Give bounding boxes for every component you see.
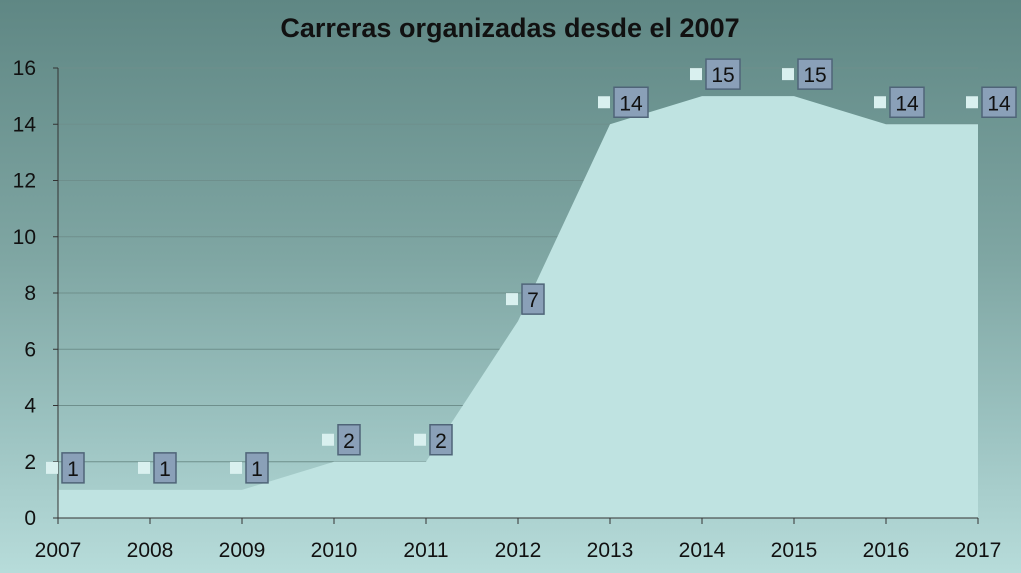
chart-title: Carreras organizadas desde el 2007 bbox=[280, 13, 739, 43]
x-tick-label: 2011 bbox=[403, 539, 448, 562]
data-label-box bbox=[61, 452, 85, 484]
data-label: 1 bbox=[67, 458, 79, 481]
data-marker bbox=[966, 96, 978, 109]
y-tick-label: 2 bbox=[24, 451, 36, 474]
data-label-box bbox=[521, 283, 545, 315]
y-tick-label: 6 bbox=[24, 338, 36, 361]
x-tick-label: 2016 bbox=[863, 539, 910, 562]
x-tick-label: 2008 bbox=[127, 539, 174, 562]
x-tick-label: 2007 bbox=[35, 539, 82, 562]
data-marker bbox=[598, 96, 610, 109]
y-tick-label: 12 bbox=[13, 170, 36, 193]
data-marker bbox=[322, 433, 334, 446]
data-label-box bbox=[613, 86, 649, 118]
data-marker bbox=[230, 461, 242, 474]
y-tick-label: 10 bbox=[13, 226, 36, 249]
x-axis-ticks: 2007 2008 2009 2010 2011 2012 2013 2014 2015 2016… bbox=[35, 518, 1002, 562]
x-tick-label: 2010 bbox=[311, 539, 358, 562]
data-label-box bbox=[337, 424, 361, 456]
y-tick-label: 0 bbox=[24, 507, 36, 530]
x-tick-label: 2009 bbox=[219, 539, 266, 562]
y-tick-label: 16 bbox=[13, 57, 36, 80]
data-marker bbox=[138, 461, 150, 474]
area-fill bbox=[58, 96, 978, 518]
data-label: 14 bbox=[895, 92, 919, 115]
data-label-box bbox=[429, 424, 453, 456]
data-label: 14 bbox=[619, 92, 643, 115]
data-marker bbox=[874, 96, 886, 109]
x-tick-label: 2014 bbox=[679, 539, 726, 562]
data-label-box bbox=[245, 452, 269, 484]
data-marker bbox=[46, 461, 58, 474]
data-labels: 1 1 1 2 2 7 14 15 15 14 14 bbox=[46, 58, 1017, 484]
data-label: 1 bbox=[159, 458, 171, 481]
data-label-box bbox=[981, 86, 1017, 118]
y-tick-label: 8 bbox=[24, 282, 36, 305]
area-series bbox=[58, 96, 978, 518]
data-marker bbox=[414, 433, 426, 446]
data-marker bbox=[506, 293, 518, 306]
x-tick-label: 2013 bbox=[587, 539, 634, 562]
y-axis-ticks: 0 2 4 6 8 10 12 14 16 bbox=[13, 57, 58, 530]
data-label-box bbox=[797, 58, 833, 90]
data-label-box bbox=[889, 86, 925, 118]
data-label-box bbox=[705, 58, 741, 90]
data-label-box bbox=[153, 452, 177, 484]
data-label: 2 bbox=[343, 430, 355, 453]
y-tick-label: 4 bbox=[24, 395, 36, 418]
x-tick-label: 2017 bbox=[955, 539, 1002, 562]
data-marker bbox=[782, 68, 794, 81]
data-label: 7 bbox=[527, 289, 539, 312]
data-label: 2 bbox=[435, 430, 447, 453]
y-tick-label: 14 bbox=[13, 113, 37, 136]
data-label: 1 bbox=[251, 458, 263, 481]
data-label: 15 bbox=[711, 64, 734, 87]
data-marker bbox=[690, 68, 702, 81]
x-tick-label: 2012 bbox=[495, 539, 542, 562]
data-label: 14 bbox=[987, 92, 1011, 115]
x-tick-label: 2015 bbox=[771, 539, 818, 562]
data-label: 15 bbox=[803, 64, 826, 87]
